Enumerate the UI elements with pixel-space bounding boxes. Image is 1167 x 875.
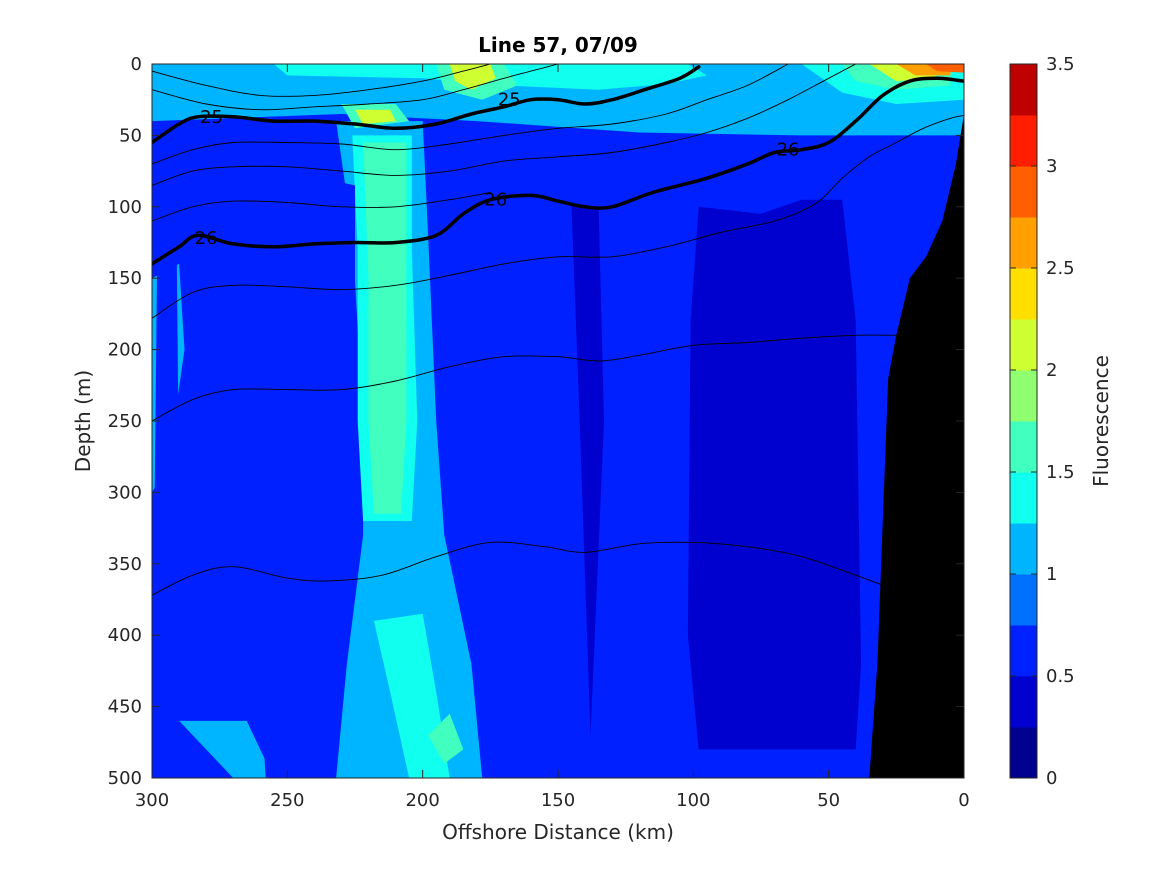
x-tick-label: 250 <box>270 790 304 811</box>
contour-line <box>152 114 964 319</box>
contour-label: 25 <box>498 90 521 111</box>
colorbar-tick-label: 0.5 <box>1046 666 1075 687</box>
contour-line-bold <box>152 76 964 266</box>
colorbar-tick-label: 2 <box>1046 360 1057 381</box>
fluorescence-field <box>152 64 964 778</box>
field-region <box>179 720 274 778</box>
colorbar-segment <box>1010 319 1037 371</box>
seafloor-mask <box>869 114 964 778</box>
field-region <box>154 221 180 536</box>
field-region <box>428 713 464 764</box>
colorbar-segment <box>1010 523 1037 575</box>
colorbar-tick-label: 0 <box>1046 768 1057 789</box>
contour-labels: 25 25 26 26 26 <box>195 90 800 250</box>
colorbar-segment <box>1010 268 1037 320</box>
colorbar-segment <box>1010 625 1037 677</box>
x-tick-label: 0 <box>958 790 969 811</box>
field-region <box>490 164 667 778</box>
plot-area: 25 25 26 26 26 <box>152 64 964 778</box>
colorbar-segment <box>1010 421 1037 473</box>
contour-line <box>152 64 789 165</box>
colorbar-segment <box>1010 64 1037 116</box>
field-region <box>571 206 604 736</box>
x-axis-label: Offshore Distance (km) <box>442 820 674 844</box>
colorbar-tick-label: 2.5 <box>1046 258 1075 279</box>
x-tick-label: 300 <box>135 790 169 811</box>
colorbar-tick-label: 3 <box>1046 156 1057 177</box>
y-axis-label: Depth (m) <box>71 370 95 472</box>
contour-label: 26 <box>195 228 218 249</box>
field-region <box>355 109 396 124</box>
field-region <box>254 171 355 778</box>
y-tick-label: 200 <box>108 340 142 361</box>
colorbar-segment <box>1010 217 1037 269</box>
contour-line <box>152 541 884 596</box>
contour-line-bold <box>152 65 701 145</box>
x-tick-label: 200 <box>405 790 439 811</box>
colorbar-frame <box>1009 63 1038 779</box>
colorbar-tick-label: 1 <box>1046 564 1057 585</box>
contour-line <box>152 192 491 222</box>
y-tick-label: 150 <box>108 268 142 289</box>
colorbar-segment <box>1010 472 1037 524</box>
colorbar-label: Fluorescence <box>1089 355 1113 487</box>
x-tick-label: 50 <box>817 790 840 811</box>
colorbar-segment <box>1010 574 1037 626</box>
y-tick-label: 100 <box>108 197 142 218</box>
contour-line <box>152 64 491 97</box>
contour-label: 26 <box>777 140 800 161</box>
y-tick-label: 50 <box>119 125 142 146</box>
contour-label: 25 <box>200 107 223 128</box>
x-tick-label: 100 <box>676 790 710 811</box>
colorbar-segment <box>1010 727 1037 779</box>
contour-line <box>152 64 857 186</box>
colorbar-tick-label: 1.5 <box>1046 462 1075 483</box>
field-region <box>363 142 407 514</box>
field-region <box>449 64 496 90</box>
chart-title: Line 57, 07/09 <box>478 33 638 57</box>
y-tick-label: 400 <box>108 625 142 646</box>
y-tick-label: 450 <box>108 697 142 718</box>
colorbar-ticks: 0 0.5 1 1.5 2 2.5 3 3.5 <box>1010 54 1075 789</box>
y-tick-label: 0 <box>131 54 142 75</box>
density-contours <box>152 64 964 596</box>
contour-line <box>152 64 559 111</box>
contour-line <box>152 334 897 422</box>
y-tick-label: 300 <box>108 482 142 503</box>
y-tick-label: 500 <box>108 768 142 789</box>
field-region <box>192 213 234 607</box>
y-tick-label: 250 <box>108 411 142 432</box>
y-tick-label: 350 <box>108 554 142 575</box>
x-tick-label: 150 <box>541 790 575 811</box>
colorbar-segment <box>1010 166 1037 218</box>
colorbar-segment <box>1010 115 1037 167</box>
contour-label: 26 <box>484 190 507 211</box>
field-region <box>687 199 862 750</box>
colorbar-tick-label: 3.5 <box>1046 54 1075 75</box>
colorbar-segment <box>1010 370 1037 422</box>
x-axis-ticks: 300 250 200 150 100 50 0 <box>135 64 970 811</box>
field-region <box>926 64 964 73</box>
y-axis-ticks: 0 50 100 150 200 250 300 350 400 450 500 <box>108 54 964 789</box>
colorbar <box>1010 64 1037 779</box>
colorbar-segment <box>1010 676 1037 728</box>
